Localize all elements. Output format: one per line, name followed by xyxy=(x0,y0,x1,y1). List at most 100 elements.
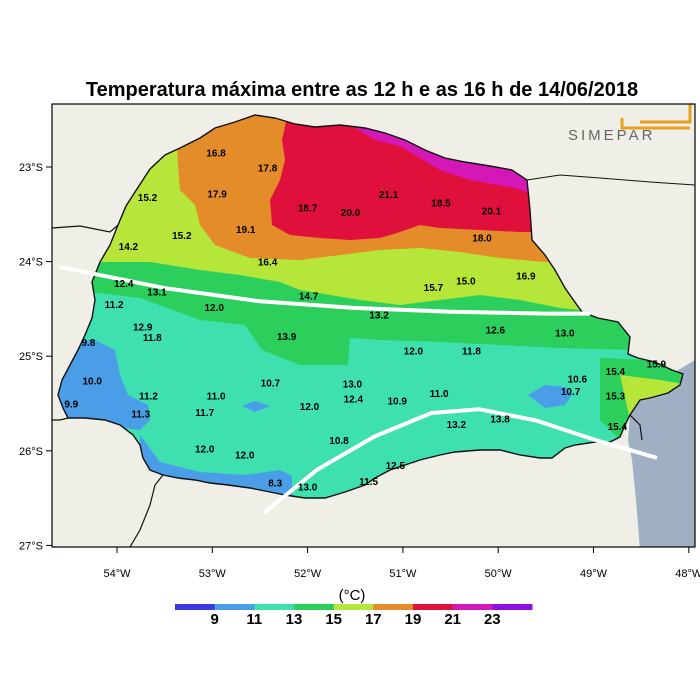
station-value: 17.9 xyxy=(207,189,227,200)
colorbar-label: 9 xyxy=(211,611,219,628)
station-value: 11.0 xyxy=(430,389,449,400)
logo: SIMEPAR xyxy=(568,104,692,144)
station-value: 15.0 xyxy=(456,276,476,287)
station-value: 13.0 xyxy=(343,379,363,390)
south-border-west xyxy=(129,474,164,547)
station-value: 11.8 xyxy=(462,346,481,357)
station-value: 12.0 xyxy=(404,346,424,357)
station-value: 13.2 xyxy=(447,420,467,431)
colorbar-segment xyxy=(413,604,454,610)
station-value: 15.3 xyxy=(606,392,626,403)
colorbar-segment xyxy=(175,604,216,610)
fill-band-11-small xyxy=(242,401,270,412)
map-title: Temperatura máxima entre as 12 h e as 16… xyxy=(86,79,638,101)
map-plot-area: SIMEPAR 16.8 17.8 17.9 15.2 19.1 18.7 20.0 21.1… xyxy=(52,104,695,547)
colorbar-segment xyxy=(254,604,295,610)
station-value: 15.9 xyxy=(647,360,667,371)
colorbar-label: 21 xyxy=(444,611,461,628)
colorbar-segment xyxy=(373,604,414,610)
station-value: 8.3 xyxy=(268,479,282,490)
ocean-area xyxy=(628,360,695,547)
y-tick-label: 23°S xyxy=(19,162,43,174)
southwest-border xyxy=(52,417,69,421)
station-value: 13.0 xyxy=(298,483,318,494)
station-value: 14.2 xyxy=(119,242,139,253)
station-value: 11.0 xyxy=(207,392,226,403)
station-value: 15.7 xyxy=(424,283,444,294)
station-value: 10.8 xyxy=(329,436,349,447)
station-value: 12.6 xyxy=(486,326,506,337)
x-tick-label: 54°W xyxy=(103,568,131,580)
station-value: 20.1 xyxy=(482,206,502,217)
fill-band-11-east xyxy=(528,385,572,408)
station-value: 11.3 xyxy=(131,410,150,421)
coast-line xyxy=(629,414,643,441)
station-value: 19.1 xyxy=(236,225,256,236)
logo-mark-icon xyxy=(620,104,692,130)
station-value: 16.8 xyxy=(206,149,226,160)
station-value: 21.1 xyxy=(379,190,399,201)
station-value: 18.5 xyxy=(431,199,451,210)
colorbar-segment xyxy=(492,604,533,610)
colorbar-label: 15 xyxy=(325,611,342,628)
station-value: 12.0 xyxy=(235,450,255,461)
station-value: 20.0 xyxy=(341,208,361,219)
station-value: 11.7 xyxy=(195,408,214,419)
station-value: 12.4 xyxy=(114,279,134,290)
colorbar: 9 11 13 15 17 19 21 23 xyxy=(175,604,533,628)
x-tick-label: 52°W xyxy=(294,568,322,580)
colorbar-unit: (°C) xyxy=(339,587,366,604)
station-value: 15.2 xyxy=(172,231,192,242)
colorbar-label: 23 xyxy=(484,611,501,628)
station-value: 12.0 xyxy=(300,402,320,413)
x-tick-label: 53°W xyxy=(199,568,227,580)
upper-front-line xyxy=(59,265,591,316)
station-value: 11.2 xyxy=(105,300,124,311)
west-border xyxy=(52,224,119,233)
station-value: 10.7 xyxy=(261,379,281,390)
station-value: 10.7 xyxy=(561,387,581,398)
colorbar-segment xyxy=(214,604,255,610)
station-value: 14.7 xyxy=(299,291,319,302)
logo-text: SIMEPAR xyxy=(568,127,655,144)
station-value: 10.0 xyxy=(82,377,102,388)
station-value: 13.8 xyxy=(490,414,510,425)
station-value: 10.6 xyxy=(568,375,588,386)
state-border xyxy=(57,114,684,499)
station-value: 11.2 xyxy=(139,392,158,403)
station-value: 18.7 xyxy=(298,204,318,215)
station-value: 12.5 xyxy=(386,461,406,472)
x-axis: 54°W 53°W 52°W 51°W 50°W 49°W 48°W xyxy=(103,547,700,580)
y-tick-label: 24°S xyxy=(19,257,43,269)
y-tick-label: 25°S xyxy=(19,351,43,363)
plot-frame xyxy=(51,103,696,548)
station-value: 12.9 xyxy=(133,323,153,334)
y-tick-label: 26°S xyxy=(19,446,43,458)
colorbar-label: 19 xyxy=(405,611,422,628)
station-value: 15.2 xyxy=(138,193,158,204)
colorbar-segment xyxy=(333,604,374,610)
fill-band-11-west xyxy=(58,340,150,430)
y-axis: 23°S 24°S 25°S 26°S 27°S xyxy=(19,162,52,552)
station-value: 16.4 xyxy=(258,257,278,268)
x-tick-label: 51°W xyxy=(389,568,417,580)
station-value: 13.9 xyxy=(277,332,297,343)
lower-arc-line xyxy=(262,407,658,515)
station-value: 9.9 xyxy=(64,399,78,410)
station-value: 17.8 xyxy=(258,164,278,175)
station-value: 12.0 xyxy=(204,303,224,314)
station-value: 15.4 xyxy=(608,422,628,433)
annotation-lines xyxy=(59,265,658,515)
colorbar-label: 17 xyxy=(365,611,382,628)
x-tick-label: 50°W xyxy=(485,568,513,580)
station-value: 13.0 xyxy=(555,328,575,339)
north-border xyxy=(526,174,695,186)
colorbar-label: 13 xyxy=(286,611,303,628)
x-tick-label: 48°W xyxy=(675,568,700,580)
station-value: 11.5 xyxy=(359,477,378,488)
colorbar-segment xyxy=(294,604,335,610)
station-values: 16.8 17.8 17.9 15.2 19.1 18.7 20.0 21.1 18.5 20.1… xyxy=(64,149,666,494)
station-value: 10.9 xyxy=(387,396,407,407)
colorbar-label: 11 xyxy=(246,611,262,628)
station-value: 13.2 xyxy=(369,310,389,321)
